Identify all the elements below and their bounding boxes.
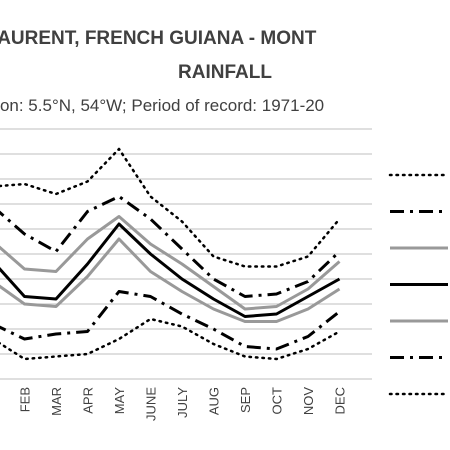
x-tick-label: APR	[81, 387, 96, 414]
x-tick-label: JUNE	[144, 387, 159, 421]
chart-subtitle: ation: 5.5°N, 54°W; Period of record: 19…	[0, 96, 324, 115]
x-axis-ticks: JAN FEB MAR APR MAY JUNE JULY AUG SEP OCT NOV DEC	[0, 387, 348, 421]
series-group	[0, 147, 341, 361]
chart-title-line1: NT LAURENT, FRENCH GUIANA - MONT	[0, 28, 317, 49]
series-line-5	[0, 237, 341, 323]
series-line-4	[0, 222, 341, 318]
chart-title-line2: RAINFALL	[178, 62, 272, 83]
series-line-7	[0, 317, 341, 361]
x-tick-label: MAY	[112, 387, 127, 415]
x-tick-label: DEC	[333, 387, 348, 414]
x-tick-label: JAN	[0, 387, 1, 412]
x-tick-label: SEP	[238, 387, 253, 413]
legend	[388, 173, 450, 396]
series-line-2	[0, 195, 341, 298]
gridlines	[0, 128, 372, 380]
series-line-1	[0, 147, 341, 268]
x-tick-label: OCT	[270, 387, 285, 415]
series-line-3	[0, 215, 341, 311]
x-tick-label: NOV	[301, 387, 316, 416]
x-tick-label: FEB	[18, 387, 33, 412]
x-tick-label: AUG	[207, 387, 222, 415]
series-line-6	[0, 290, 341, 351]
x-tick-label: JULY	[175, 387, 190, 418]
x-tick-label: MAR	[49, 387, 64, 416]
